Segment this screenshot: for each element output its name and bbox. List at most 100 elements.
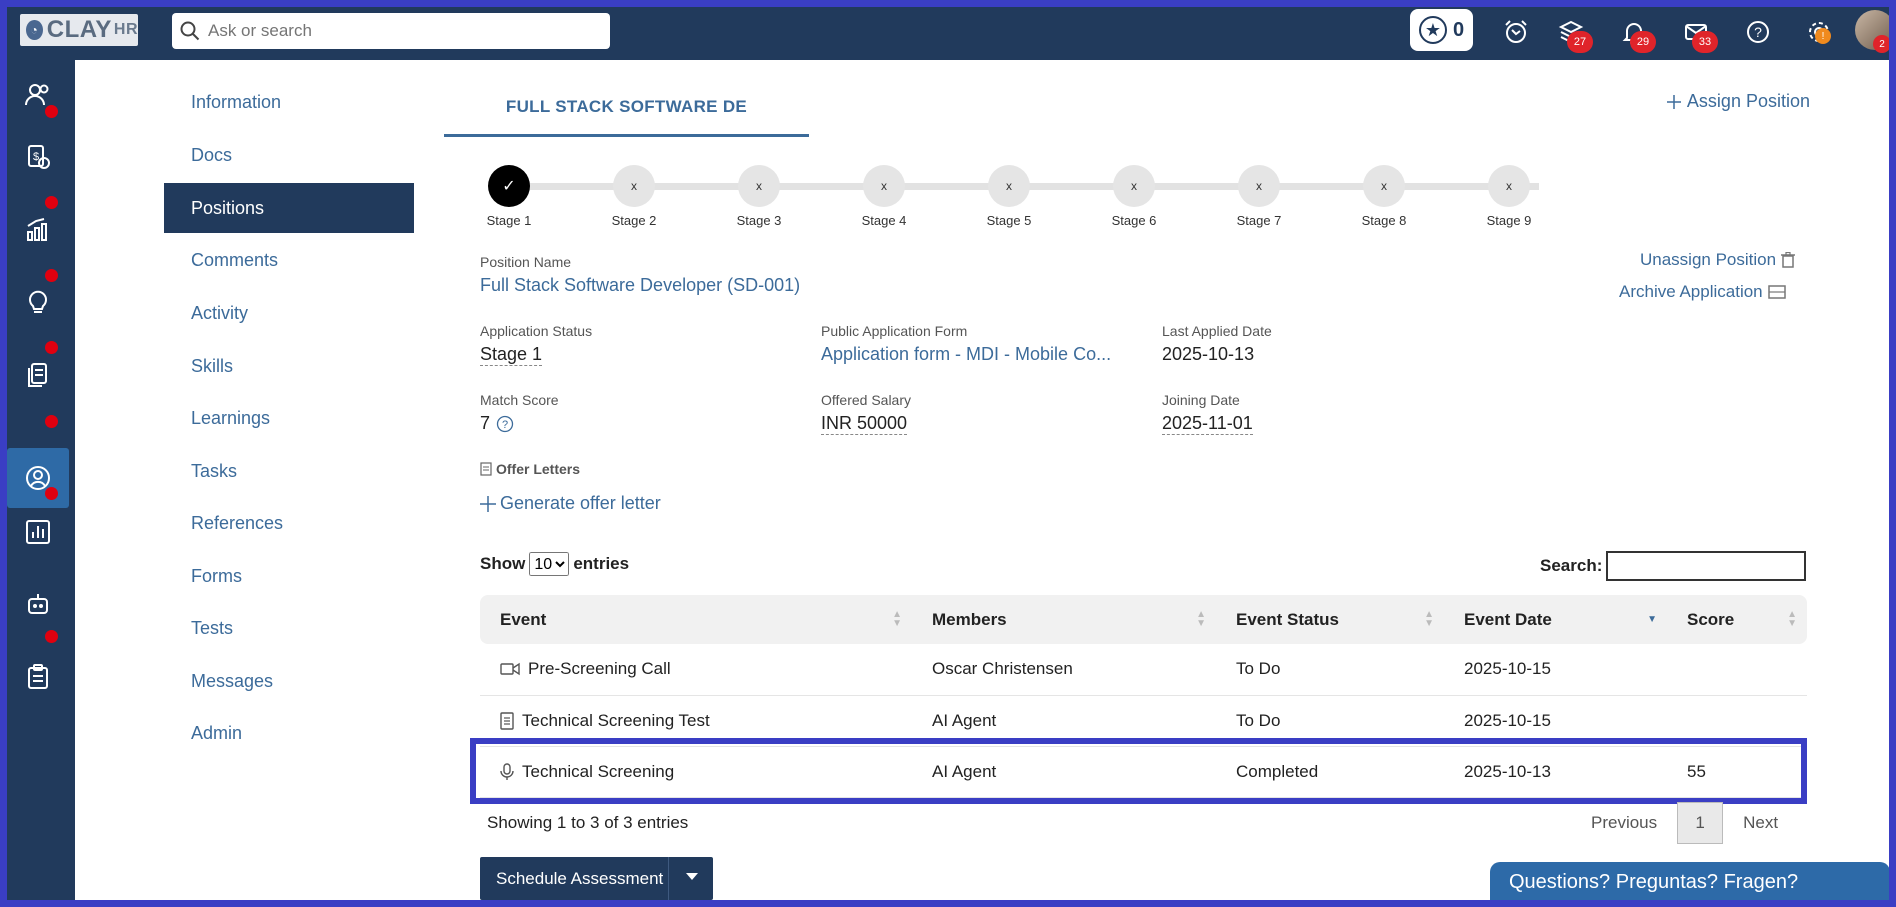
- help-chat-widget[interactable]: Questions? Preguntas? Fragen?: [1490, 862, 1889, 900]
- caret-down-icon[interactable]: [686, 873, 698, 880]
- event-status: To Do: [1216, 644, 1444, 696]
- x-icon: x: [988, 165, 1030, 207]
- rail-candidates[interactable]: [7, 448, 69, 508]
- column-event-status[interactable]: Event Status ▲ ▼: [1216, 595, 1444, 644]
- column-event[interactable]: Event ▲ ▼: [480, 595, 912, 644]
- stage-6[interactable]: x Stage 6: [1094, 165, 1174, 228]
- unassign-position-link[interactable]: Unassign Position: [1640, 250, 1796, 270]
- subnav-references[interactable]: References: [191, 512, 284, 533]
- column-event-date[interactable]: Event Date ▼: [1444, 595, 1667, 644]
- event-score: [1667, 644, 1807, 696]
- archive-application-link[interactable]: Archive Application: [1619, 282, 1786, 302]
- rail-bot[interactable]: [7, 575, 69, 635]
- svg-text:?: ?: [1754, 24, 1762, 40]
- public-form-link[interactable]: Application form - MDI - Mobile Co...: [821, 344, 1112, 364]
- offered-salary-value[interactable]: INR 50000: [821, 413, 908, 435]
- search-input[interactable]: [208, 21, 598, 41]
- stage-progress: ✓ Stage 1 x Stage 2 x Stage 3 x Stage 4 …: [487, 165, 1607, 235]
- rail-payroll[interactable]: $: [7, 127, 69, 187]
- application-status-value[interactable]: Stage 1: [480, 344, 543, 366]
- alarm-clock-icon[interactable]: [1501, 17, 1531, 47]
- page-size-select[interactable]: 10: [529, 552, 570, 576]
- table-search-input[interactable]: [1606, 551, 1806, 581]
- schedule-assessment-button[interactable]: Schedule Assessment: [480, 857, 713, 900]
- subnav-comments[interactable]: Comments: [191, 249, 279, 270]
- rail-ideas[interactable]: [7, 272, 69, 332]
- stage-label: Stage 5: [986, 213, 1032, 228]
- subnav-docs[interactable]: Docs: [191, 144, 233, 165]
- column-members[interactable]: Members ▲ ▼: [912, 595, 1216, 644]
- stage-1[interactable]: ✓ Stage 1: [469, 165, 549, 228]
- rail-dot: [45, 105, 58, 118]
- show-entries: Show 10 entries: [480, 552, 629, 576]
- joining-date-value[interactable]: 2025-11-01: [1162, 413, 1253, 435]
- subnav-learnings[interactable]: Learnings: [191, 407, 271, 428]
- offered-salary-text: INR 50000: [821, 413, 908, 435]
- assign-position-link[interactable]: Assign Position: [1666, 91, 1810, 112]
- gear-badge: !: [1815, 28, 1831, 44]
- previous-page-button[interactable]: Previous: [1591, 813, 1658, 832]
- subnav-tasks[interactable]: Tasks: [191, 460, 238, 481]
- sort-icon: ▲ ▼: [1787, 609, 1797, 629]
- subnav-tests[interactable]: Tests: [191, 617, 234, 638]
- subnav-activity[interactable]: Activity: [191, 302, 249, 323]
- row-highlight: [470, 738, 1807, 804]
- x-icon: x: [1113, 165, 1155, 207]
- global-search[interactable]: [172, 13, 610, 49]
- table-row[interactable]: Pre-Screening Call Oscar Christensen To …: [480, 644, 1807, 696]
- subnav-admin[interactable]: Admin: [191, 722, 243, 743]
- event-date: 2025-10-13: [1444, 746, 1667, 798]
- stage-5[interactable]: x Stage 5: [969, 165, 1049, 228]
- subnav-skills[interactable]: Skills: [191, 355, 234, 376]
- subnav-messages[interactable]: Messages: [191, 670, 274, 691]
- event-name[interactable]: Technical Screening Test: [522, 710, 710, 730]
- stage-3[interactable]: x Stage 3: [719, 165, 799, 228]
- event-score-link[interactable]: 55: [1667, 746, 1807, 798]
- column-score[interactable]: Score ▲ ▼: [1667, 595, 1807, 644]
- stage-9[interactable]: x Stage 9: [1469, 165, 1549, 228]
- position-name-link[interactable]: Full Stack Software Developer (SD-001): [480, 275, 801, 295]
- table-row[interactable]: Technical Screening Test AI Agent To Do …: [480, 695, 1807, 747]
- subnav-information[interactable]: Information: [191, 91, 282, 112]
- stage-label: Stage 6: [1111, 213, 1157, 228]
- table-row[interactable]: Technical Screening AI Agent Completed 2…: [480, 746, 1807, 798]
- subnav-positions[interactable]: Positions: [164, 183, 414, 233]
- column-label: Score: [1687, 609, 1735, 629]
- next-page-button[interactable]: Next: [1743, 813, 1779, 832]
- match-score-text: 7: [480, 413, 491, 433]
- stage-label: Stage 8: [1361, 213, 1407, 228]
- stage-label: Stage 7: [1236, 213, 1282, 228]
- svg-text:?: ?: [502, 419, 508, 431]
- joining-date-text: 2025-11-01: [1162, 413, 1253, 435]
- rail-people[interactable]: [7, 65, 69, 125]
- event-name[interactable]: Pre-Screening Call: [528, 659, 671, 679]
- rail-checklist[interactable]: [7, 647, 69, 707]
- rail-analytics[interactable]: [7, 200, 69, 260]
- rail-documents[interactable]: [7, 345, 69, 405]
- help-icon[interactable]: ?: [1743, 17, 1773, 47]
- left-rail: $: [7, 60, 75, 900]
- stage-4[interactable]: x Stage 4: [844, 165, 924, 228]
- clayhr-logo[interactable]: ◔ CLAY HR: [20, 14, 138, 46]
- page-1-button[interactable]: 1: [1677, 802, 1724, 844]
- unassign-position-label: Unassign Position: [1640, 250, 1777, 269]
- stage-2[interactable]: x Stage 2: [594, 165, 674, 228]
- stage-8[interactable]: x Stage 8: [1344, 165, 1424, 228]
- robot-icon: [24, 591, 52, 619]
- event-date: 2025-10-15: [1444, 644, 1667, 696]
- growth-chart-icon: [24, 216, 52, 244]
- logo-suffix: HR: [113, 21, 138, 38]
- avatar-badge: 2: [1873, 35, 1889, 53]
- rail-reports[interactable]: [7, 502, 69, 562]
- question-circle-icon[interactable]: ?: [496, 415, 514, 433]
- event-members: AI Agent: [912, 746, 1216, 798]
- tab-position[interactable]: FULL STACK SOFTWARE DE: [444, 79, 809, 137]
- generate-offer-label: Generate offer letter: [500, 493, 661, 513]
- offer-letters-label: Offer Letters: [496, 461, 581, 477]
- generate-offer-link[interactable]: Generate offer letter: [480, 493, 661, 514]
- event-name[interactable]: Technical Screening: [522, 761, 675, 781]
- stars-button[interactable]: ★ 0: [1410, 9, 1473, 51]
- stage-7[interactable]: x Stage 7: [1219, 165, 1299, 228]
- position-name-label: Position Name: [480, 254, 572, 270]
- subnav-forms[interactable]: Forms: [191, 565, 242, 586]
